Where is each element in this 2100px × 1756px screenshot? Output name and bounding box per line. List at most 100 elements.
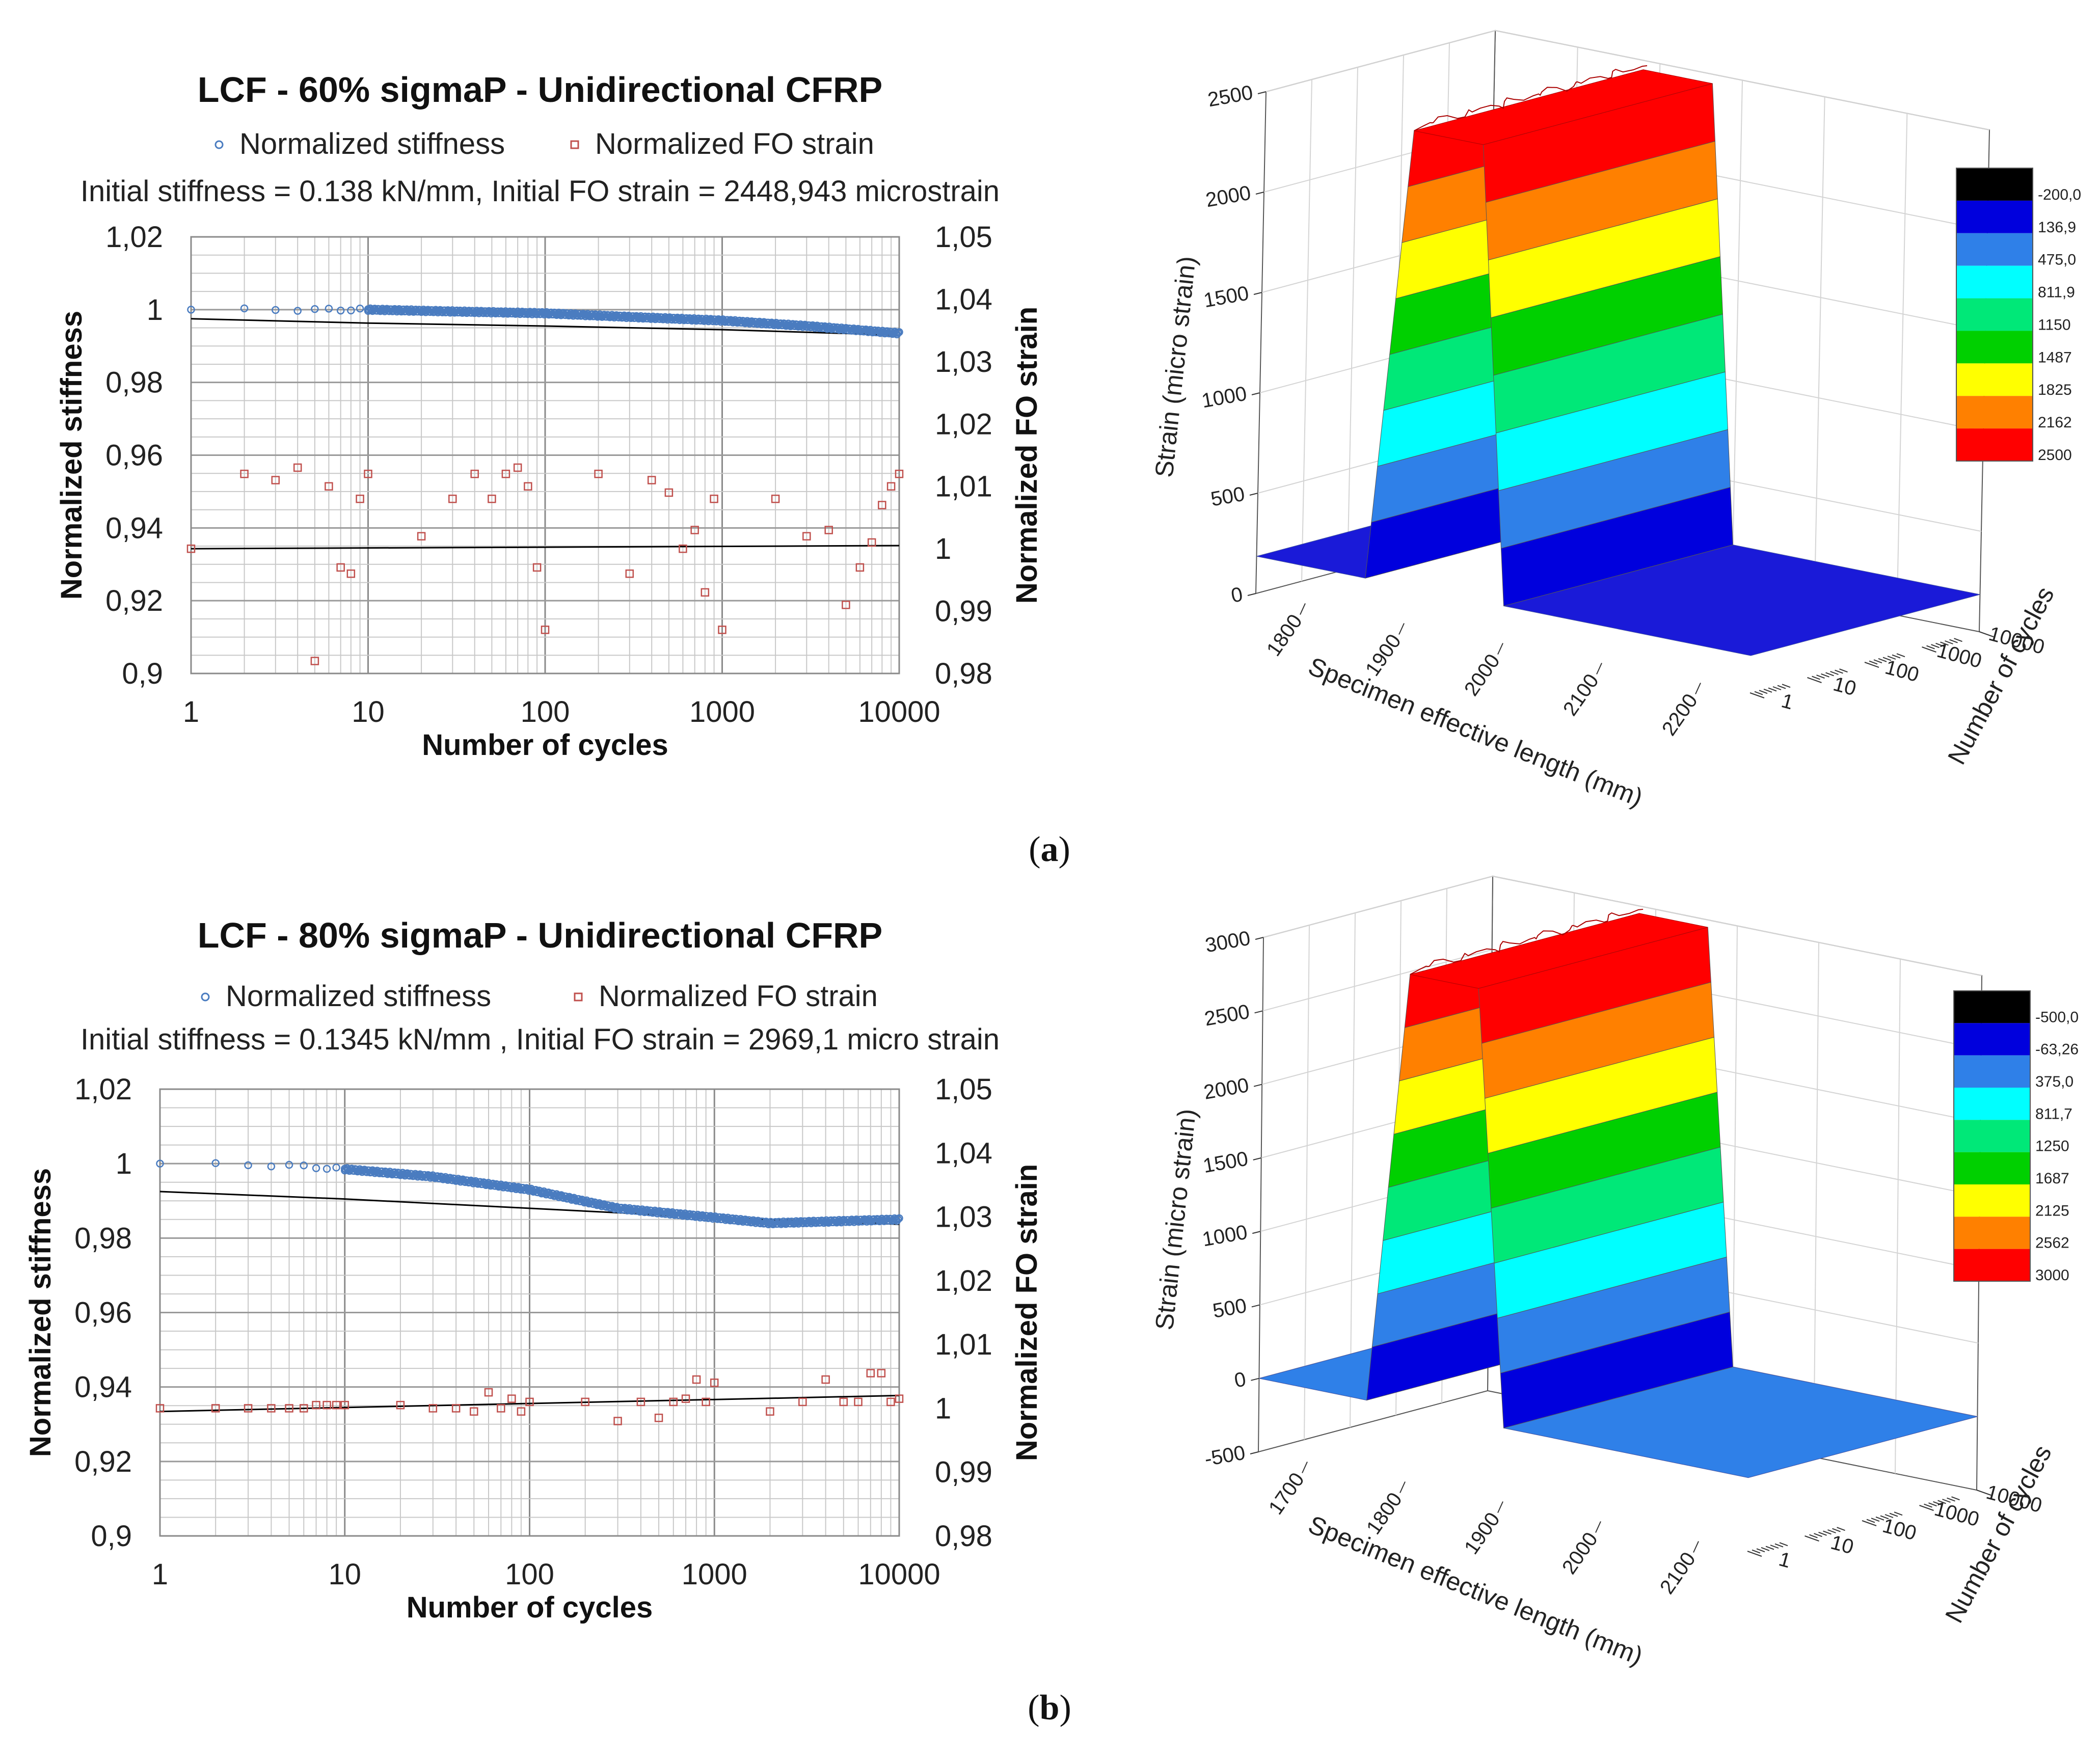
series-stiffness: [187, 304, 903, 339]
z-tick-label: 2000: [1202, 1074, 1250, 1104]
fo-strain-point: [802, 532, 811, 541]
colorbar-label: 475,0: [2038, 252, 2076, 268]
x-axis-label: Number of cycles: [422, 728, 668, 762]
z-axis-label: Strain (micro strain): [1150, 1107, 1201, 1332]
colorbar-label: 2562: [2035, 1235, 2069, 1252]
y-tick-label: 10: [1831, 672, 1859, 700]
fo-strain-point: [507, 1394, 516, 1403]
x-tick-label: 1: [152, 1558, 168, 1591]
z-tick-label: 1000: [1200, 383, 1248, 413]
fo-strain-point: [513, 463, 522, 472]
x-tick-mark: [1300, 603, 1306, 615]
z-tick-label: -500: [1203, 1442, 1247, 1471]
y-minor-tick: [1866, 1519, 1875, 1523]
fo-strain-point: [501, 469, 510, 478]
colorbar-swatch: [1956, 200, 2033, 233]
y-minor-tick: [1884, 1514, 1894, 1518]
z-tick-label: 0: [1232, 1368, 1248, 1392]
panel-letter: b: [1040, 1688, 1060, 1727]
legend: Normalized stiffness Normalized FO strain: [214, 127, 874, 160]
wall-grid-line: [1350, 912, 1356, 1428]
fo-strain-point: [448, 494, 457, 503]
x-tick-label: 2000: [1460, 650, 1504, 700]
fo-strain-point: [886, 482, 896, 491]
stiffness-point: [156, 1159, 164, 1168]
y-minor-tick: [1954, 638, 1962, 642]
stiffness-point: [293, 307, 302, 315]
y-minor-tick: [1809, 1534, 1818, 1538]
z-tick-mark: [1257, 91, 1267, 94]
fo-strain-point: [613, 1417, 622, 1425]
z-axis-label: Strain (micro strain): [1149, 255, 1201, 479]
y-minor-tick: [1770, 1545, 1779, 1549]
y2-tick-label: 0,98: [935, 657, 992, 690]
y-minor-tick: [1931, 644, 1940, 649]
y-minor-tick: [1756, 1548, 1765, 1553]
x-tick-mark: [1398, 623, 1405, 635]
fo-strain-point: [681, 1394, 690, 1403]
fo-strain-point: [798, 1397, 807, 1407]
fo-strain-point: [517, 1407, 526, 1416]
y-minor-tick: [1894, 1511, 1903, 1516]
y-tick-label: 0,92: [74, 1445, 132, 1478]
colorbar-label: 1825: [2038, 382, 2072, 398]
y2-tick-label: 1,02: [935, 1264, 992, 1298]
fo-strain-point: [300, 1404, 308, 1413]
x-tick-label: 1900: [1460, 1508, 1504, 1558]
colorbar-label: 811,9: [2038, 284, 2075, 301]
fo-strain-point: [267, 1404, 276, 1413]
fo-strain-point: [702, 1397, 710, 1407]
colorbar-label: 2125: [2035, 1202, 2069, 1219]
colorbar-swatch: [1954, 991, 2030, 1023]
fo-strain-point: [488, 494, 496, 503]
panel-paren-close: ): [1059, 830, 1070, 869]
z-tick-mark: [1254, 1010, 1263, 1014]
y-minor-tick: [1928, 1502, 1937, 1507]
stiffness-point: [895, 1214, 903, 1223]
colorbar-swatch: [1956, 363, 2033, 396]
stiffness-point: [332, 1164, 340, 1172]
panel-label: (a): [1029, 830, 1070, 869]
stiffness-point: [240, 304, 249, 313]
fo-strain-point: [346, 569, 356, 578]
x-tick-label: 2100: [1559, 670, 1603, 720]
y-minor-tick: [1837, 1527, 1845, 1531]
y-tick-label: 1,02: [74, 1073, 132, 1106]
y-tick-mark: [1976, 1490, 1991, 1496]
panel-label: (b): [1028, 1688, 1071, 1727]
y-minor-tick: [1871, 1518, 1880, 1522]
stiffness-point: [356, 304, 364, 313]
fo-strain-point: [364, 469, 372, 478]
surface-plateau: [1414, 69, 1713, 145]
z-tick-mark: [1255, 937, 1264, 940]
x-tick-mark: [1595, 1521, 1601, 1533]
x-tick-mark: [1399, 1481, 1406, 1493]
x-tick-mark: [1497, 643, 1503, 655]
y-minor-tick: [1814, 1533, 1822, 1537]
z-tick-mark: [1251, 1377, 1259, 1381]
fo-strain-point: [692, 1375, 701, 1384]
z-tick-mark: [1253, 1084, 1262, 1087]
y-tick-mark: [1864, 662, 1879, 668]
fo-strain-point: [396, 1400, 405, 1410]
stiffness-point: [187, 306, 195, 314]
fo-strain-point: [497, 1404, 505, 1413]
y2-tick-label: 0,99: [935, 1456, 992, 1489]
legend: Normalized stiffness Normalized FO strain: [201, 980, 878, 1013]
colorbar-label: 136,9: [2038, 219, 2076, 236]
y2-axis-label: Normalized FO strain: [1010, 307, 1043, 604]
fo-strain-point: [854, 1397, 863, 1407]
wall-grid-line: [1301, 79, 1312, 582]
legend-marker-stiffness: [201, 992, 210, 1002]
z-tick-mark: [1251, 1304, 1260, 1308]
y-minor-tick: [1772, 686, 1782, 690]
y2-tick-label: 1,02: [935, 408, 992, 441]
plot-frame: [159, 1088, 900, 1537]
stiffness-point: [285, 1160, 293, 1169]
z-tick-label: 2000: [1204, 182, 1252, 212]
colorbar-label: 1150: [2038, 316, 2071, 333]
y2-tick-label: 1: [935, 1392, 951, 1425]
x-tick-mark: [1695, 683, 1701, 694]
surface: [1256, 65, 1980, 656]
